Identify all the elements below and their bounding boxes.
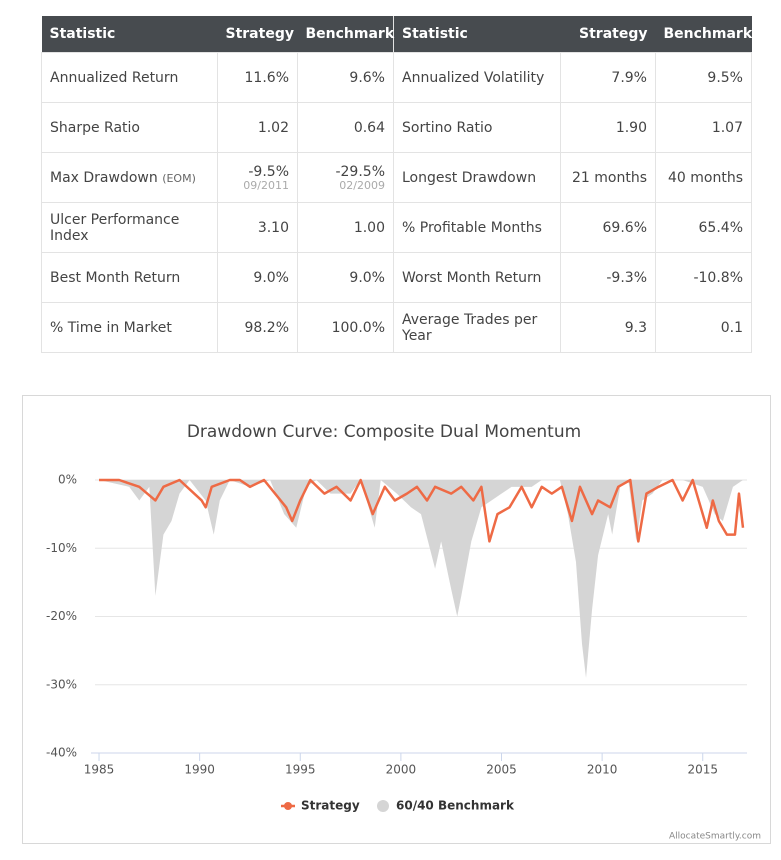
table-cell: 1.90 <box>560 102 656 153</box>
y-tick-label: -40% <box>46 746 77 760</box>
x-tick-label: 2000 <box>386 763 417 777</box>
table-cell: 9.3 <box>560 302 656 353</box>
table-row: Annualized Return 11.6% 9.6% Annualized Vol… <box>41 52 752 103</box>
table-cell: 3.10 <box>217 202 298 253</box>
x-tick-label: 1995 <box>285 763 316 777</box>
table-cell: 0.64 <box>297 102 394 153</box>
table-cell: 65.4% <box>655 202 752 253</box>
cell-date: 02/2009 <box>339 178 385 192</box>
header-row: Statistic Strategy Benchmark Statistic Strat… <box>41 16 752 53</box>
table-cell: 69.6% <box>560 202 656 253</box>
drawdown-chart: Drawdown Curve: Composite Dual Momentum … <box>22 395 771 844</box>
header-cell: Benchmark <box>655 16 752 53</box>
legend-label: Strategy <box>301 799 360 813</box>
cell-value: -9.5% <box>248 163 289 180</box>
table-cell: Max Drawdown (EOM) <box>41 152 218 203</box>
header-cell: Strategy <box>560 16 656 53</box>
strategy-line <box>99 478 745 543</box>
table-cell: 9.5% <box>655 52 752 103</box>
table-cell: 100.0% <box>297 302 394 353</box>
cell-value: Max Drawdown <box>50 169 158 186</box>
table-cell: 40 months <box>655 152 752 203</box>
legend-label: 60/40 Benchmark <box>396 799 515 813</box>
legend-swatch <box>284 802 292 810</box>
table-cell: 11.6% <box>217 52 298 103</box>
table-cell: -9.5% 09/2011 <box>217 152 298 203</box>
y-tick-label: -10% <box>46 541 77 555</box>
cell-value: -29.5% <box>335 163 385 180</box>
table-row: % Time in Market 98.2% 100.0% Average Trade… <box>41 302 752 353</box>
table-cell: % Time in Market <box>41 302 218 353</box>
table-cell: 0.1 <box>655 302 752 353</box>
cell-date: 09/2011 <box>243 178 289 192</box>
table-cell: -10.8% <box>655 252 752 303</box>
y-tick-label: 0% <box>58 473 77 487</box>
chart-title: Drawdown Curve: Composite Dual Momentum <box>187 422 581 442</box>
credit: AllocateSmartly.com <box>669 832 761 842</box>
table-cell: -29.5% 02/2009 <box>297 152 394 203</box>
table-cell: 98.2% <box>217 302 298 353</box>
table-cell: Average Trades per Year <box>393 302 561 353</box>
cell-note: (EOM) <box>162 171 196 185</box>
table-row: Ulcer Performance Index 3.10 1.00% Profita… <box>41 202 752 253</box>
header-cell: Statistic <box>393 16 561 53</box>
y-tick-label: -20% <box>46 609 77 623</box>
table-cell: Annualized Volatility <box>393 52 561 103</box>
table-cell: 9.0% <box>297 252 394 303</box>
table-cell: Annualized Return <box>41 52 218 103</box>
table-cell: 1.02 <box>217 102 298 153</box>
table-cell: 21 months <box>560 152 656 203</box>
legend-swatch <box>377 800 389 812</box>
table-cell: Longest Drawdown <box>393 152 561 203</box>
stats-table: Statistic Strategy Benchmark Statistic Strat… <box>41 16 752 353</box>
table-cell: Sharpe Ratio <box>41 102 218 153</box>
x-tick-label: 1985 <box>84 763 115 777</box>
table-row: Best Month Return 9.0% 9.0% Worst Month Ret… <box>41 252 752 303</box>
table-cell: Sortino Ratio <box>393 102 561 153</box>
header-cell: Strategy <box>217 16 298 53</box>
table-cell: Ulcer Performance Index <box>41 202 218 253</box>
header-cell: Benchmark <box>297 16 394 53</box>
x-tick-label: 2015 <box>687 763 718 777</box>
table-cell: 1.00 <box>297 202 394 253</box>
table-row: Max Drawdown (EOM) -9.5% 09/2011 -29.5% 02/2… <box>41 152 752 203</box>
x-tick-label: 1990 <box>184 763 215 777</box>
table-cell: 9.0% <box>217 252 298 303</box>
header-cell: Statistic <box>41 16 218 53</box>
table-cell: 7.9% <box>560 52 656 103</box>
benchmark-area <box>99 480 743 678</box>
y-tick-label: -30% <box>46 677 77 691</box>
table-cell: -9.3% <box>560 252 656 303</box>
table-cell: 9.6% <box>297 52 394 103</box>
table-row: Sharpe Ratio 1.02 0.64 Sortino Ratio 1.90 1.0… <box>41 102 752 153</box>
table-cell: Worst Month Return <box>393 252 561 303</box>
table-cell: % Profitable Months <box>393 202 561 253</box>
table-cell: 1.07 <box>655 102 752 153</box>
x-tick-label: 2010 <box>587 763 618 777</box>
table-cell: Best Month Return <box>41 252 218 303</box>
x-tick-label: 2005 <box>486 763 517 777</box>
